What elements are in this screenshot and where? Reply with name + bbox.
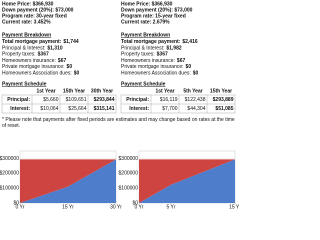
- breakdown-label: Homeowners Association dues:: [2, 71, 72, 77]
- info-line: Home Price: $366,930: [121, 1, 173, 7]
- breakdown-label: Private mortgage insurance:: [121, 65, 184, 71]
- table-header: 1st Year: [36, 88, 55, 94]
- table-cell: $10,064: [40, 106, 58, 112]
- breakdown-row: Total mortgage payment: $2,416: [121, 39, 198, 45]
- breakdown-row: Total mortgage payment: $1,744: [2, 39, 79, 45]
- breakdown-value: $1,310: [47, 46, 63, 52]
- breakdown-value: $0: [74, 71, 80, 77]
- y-tick-label: $300000: [0, 156, 19, 162]
- breakdown-label: Property taxes:: [2, 52, 36, 58]
- breakdown-value: $367: [38, 52, 49, 58]
- page: Home Price: $366,930 Down payment (20%): …: [0, 0, 239, 211]
- breakdown-value: $0: [193, 71, 199, 77]
- breakdown-row: Homeowners insurance: $67: [121, 58, 185, 64]
- row-label: Principal:: [126, 97, 149, 103]
- y-tick-label: $200000: [119, 171, 139, 177]
- breakdown-row: Principal & Interest: $1,310: [2, 46, 63, 52]
- x-tick-label: 5 Yr: [166, 204, 175, 210]
- x-tick-label: 0 Yr: [134, 204, 143, 210]
- section-title: Payment Breakdown: [2, 32, 51, 38]
- breakdown-value: $0: [186, 65, 192, 71]
- area: [20, 159, 116, 203]
- section-title: Payment Breakdown: [121, 32, 170, 38]
- table-cell: $25,664: [68, 106, 86, 112]
- table-header: 15th Year: [63, 88, 85, 94]
- breakdown-value: $0: [67, 65, 73, 71]
- table-cell: $293,889: [213, 97, 234, 103]
- breakdown-value: $1,982: [166, 46, 182, 52]
- table-cell: $16,119: [160, 97, 178, 103]
- info-line: Program rate: 15-year fixed: [121, 13, 186, 19]
- row-label: Interest:: [129, 106, 149, 112]
- breakdown-label: Homeowners Association dues:: [121, 71, 191, 77]
- table-cell: $315,141: [94, 106, 115, 112]
- table-header: 15th Year: [210, 88, 232, 94]
- breakdown-row: Property taxes: $367: [2, 52, 49, 58]
- table-header: 5th Year: [183, 88, 202, 94]
- breakdown-row: Principal & Interest: $1,982: [121, 46, 182, 52]
- x-tick-label: 30 Yr: [110, 204, 122, 210]
- breakdown-label: Principal & Interest:: [2, 46, 45, 52]
- table-cell: $293,844: [94, 97, 115, 103]
- table-cell: $7,700: [162, 106, 178, 112]
- area: [20, 159, 116, 203]
- breakdown-value: $367: [157, 52, 168, 58]
- breakdown-row: Private mortgage insurance: $0: [121, 65, 191, 71]
- table-cell: $5,660: [43, 97, 59, 103]
- info-line: Down payment (20%): $73,000: [2, 7, 74, 13]
- area: [139, 159, 235, 203]
- x-tick-label: 15 Yr: [62, 204, 74, 210]
- breakdown-row: Homeowners Association dues: $0: [121, 71, 199, 77]
- footnote: * Please note that payments after fixed …: [2, 117, 235, 129]
- breakdown-label: Total mortgage payment:: [121, 39, 181, 45]
- table-header: 1st Year: [155, 88, 174, 94]
- breakdown-label: Principal & Interest:: [121, 46, 164, 52]
- breakdown-label: Property taxes:: [121, 52, 155, 58]
- breakdown-row: Private mortgage insurance: $0: [2, 65, 72, 71]
- area: [139, 159, 235, 203]
- y-tick-label: $0: [13, 200, 19, 206]
- breakdown-label: Homeowners insurance:: [2, 58, 56, 64]
- y-tick-label: $100000: [119, 185, 139, 191]
- info-line: Home Price: $366,930: [2, 1, 54, 7]
- y-tick-label: $100000: [0, 185, 19, 191]
- table-cell: $44,304: [187, 106, 205, 112]
- x-tick-label: 0 Yr: [15, 204, 24, 210]
- info-line: Current rate: 3.452%: [2, 19, 51, 25]
- breakdown-value: $2,416: [182, 39, 198, 45]
- x-tick-label: 15 Yr: [229, 204, 239, 210]
- breakdown-label: Total mortgage payment:: [2, 39, 62, 45]
- table-cell: $109,651: [66, 97, 87, 103]
- breakdown-row: Property taxes: $367: [121, 52, 168, 58]
- row-label: Principal:: [7, 97, 30, 103]
- breakdown-value: $1,744: [63, 39, 79, 45]
- breakdown-row: Homeowners Association dues: $0: [2, 71, 80, 77]
- section-title: Payment Schedule: [121, 81, 166, 87]
- info-line: Down payment (20%): $73,000: [121, 7, 193, 13]
- info-line: Program rate: 30-year fixed: [2, 13, 67, 19]
- y-tick-label: $0: [132, 200, 138, 206]
- section-title: Payment Schedule: [2, 81, 47, 87]
- table-header: 30th Year: [91, 88, 113, 94]
- row-label: Interest:: [10, 106, 30, 112]
- table-cell: $51,085: [215, 106, 233, 112]
- breakdown-value: $67: [177, 58, 186, 64]
- breakdown-row: Homeowners insurance: $67: [2, 58, 66, 64]
- breakdown-label: Private mortgage insurance:: [2, 65, 65, 71]
- info-line: Current rate: 2.679%: [121, 19, 170, 25]
- y-tick-label: $300000: [119, 156, 139, 162]
- table-cell: $122,438: [185, 97, 206, 103]
- breakdown-label: Homeowners insurance:: [121, 58, 175, 64]
- y-tick-label: $200000: [0, 171, 19, 177]
- breakdown-value: $67: [58, 58, 67, 64]
